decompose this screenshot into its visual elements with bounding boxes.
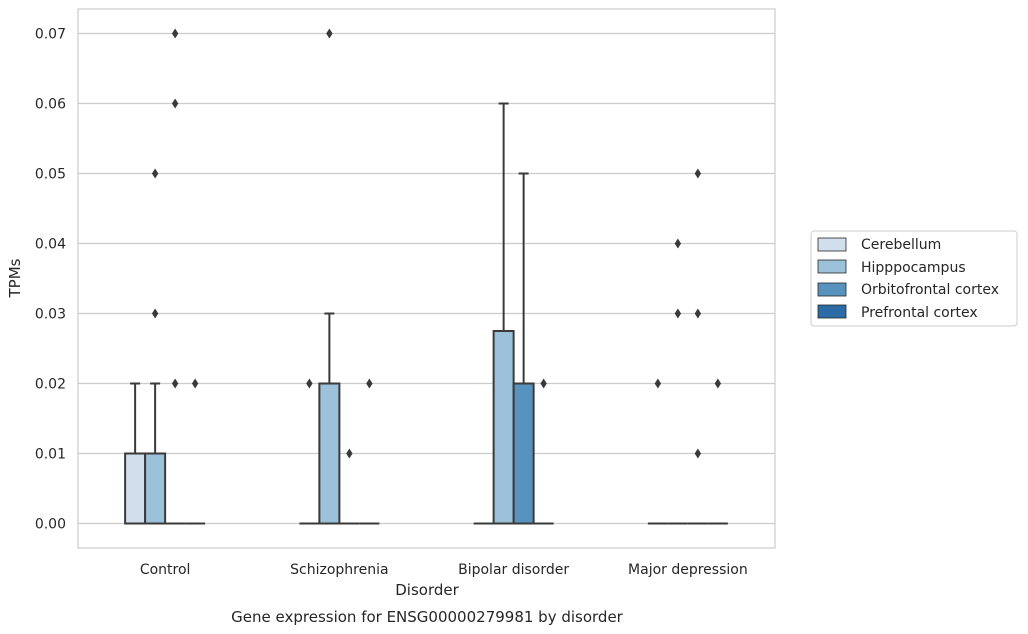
x-axis-label: Disorder: [395, 581, 459, 599]
plot-background: [78, 9, 775, 548]
box-group: [687, 168, 708, 525]
box: [144, 452, 167, 525]
outlier-point: [151, 308, 159, 319]
outlier-point: [171, 98, 179, 109]
outlier-point: [171, 378, 179, 389]
y-tick-label: 0.06: [35, 97, 66, 113]
y-tick-label: 0.07: [35, 27, 66, 43]
box: [492, 330, 515, 525]
y-tick-label: 0.03: [35, 307, 66, 323]
legend-label: Hipppocampus: [861, 260, 966, 276]
box-marks: [124, 28, 728, 525]
y-tick-label: 0.00: [35, 517, 66, 533]
box: [512, 382, 535, 525]
outlier-point: [540, 378, 547, 389]
y-axis-label: TPMs: [6, 258, 24, 298]
box-group: [492, 102, 515, 525]
outlier-point: [694, 168, 702, 179]
x-tick-label: Control: [140, 562, 191, 578]
y-tick-label: 0.04: [35, 237, 66, 253]
legend-frame: [810, 230, 1018, 327]
outlier-point: [674, 308, 682, 319]
box-group: [318, 28, 341, 525]
plot-frame: [77, 8, 776, 549]
box-group: [359, 378, 380, 525]
box-group: [299, 378, 320, 525]
legend-swatch: [817, 304, 847, 319]
y-tick-label: 0.02: [35, 377, 66, 393]
box-group: [512, 172, 535, 525]
chart-title: Gene expression for ENSG00000279981 by d…: [231, 608, 624, 626]
outlier-point: [714, 378, 722, 389]
box-group: [165, 28, 186, 525]
legend-swatch: [817, 237, 847, 252]
outlier-point: [694, 308, 702, 319]
y-tick-label: 0.01: [35, 447, 66, 463]
outlier-point: [326, 28, 333, 39]
outlier-point: [366, 378, 373, 389]
legend-swatch: [817, 259, 847, 274]
outlier-point: [306, 378, 313, 389]
outlier-point: [191, 378, 199, 389]
box: [318, 382, 341, 525]
legend-label: Prefrontal cortex: [861, 305, 978, 321]
legend: Cerebellum Hipppocampus Orbitofrontal co…: [810, 230, 1018, 327]
box-group: [707, 378, 728, 525]
box-group: [144, 168, 167, 525]
outlier-point: [694, 448, 702, 459]
box-group: [533, 378, 554, 525]
y-tick-labels: 0.00 0.01 0.02 0.03 0.04 0.05 0.06 0.07: [35, 27, 66, 533]
outlier-point: [654, 378, 662, 389]
y-tick-label: 0.05: [35, 167, 66, 183]
legend-label: Orbitofrontal cortex: [861, 282, 999, 298]
outlier-point: [171, 28, 179, 39]
box-group: [667, 238, 688, 525]
x-tick-label: Schizophrenia: [290, 562, 388, 578]
x-tick-label: Major depression: [628, 562, 748, 578]
x-tick-label: Bipolar disorder: [458, 562, 569, 578]
box-group: [185, 378, 206, 525]
box: [124, 452, 147, 525]
x-tick-labels: Control Schizophrenia Bipolar disorder Majo…: [140, 562, 748, 578]
outlier-point: [674, 238, 682, 249]
outlier-point: [151, 168, 159, 179]
outlier-point: [346, 448, 353, 459]
box-group: [339, 448, 360, 525]
box-group: [647, 378, 668, 525]
legend-swatch: [817, 282, 847, 297]
legend-label: Cerebellum: [861, 237, 941, 253]
